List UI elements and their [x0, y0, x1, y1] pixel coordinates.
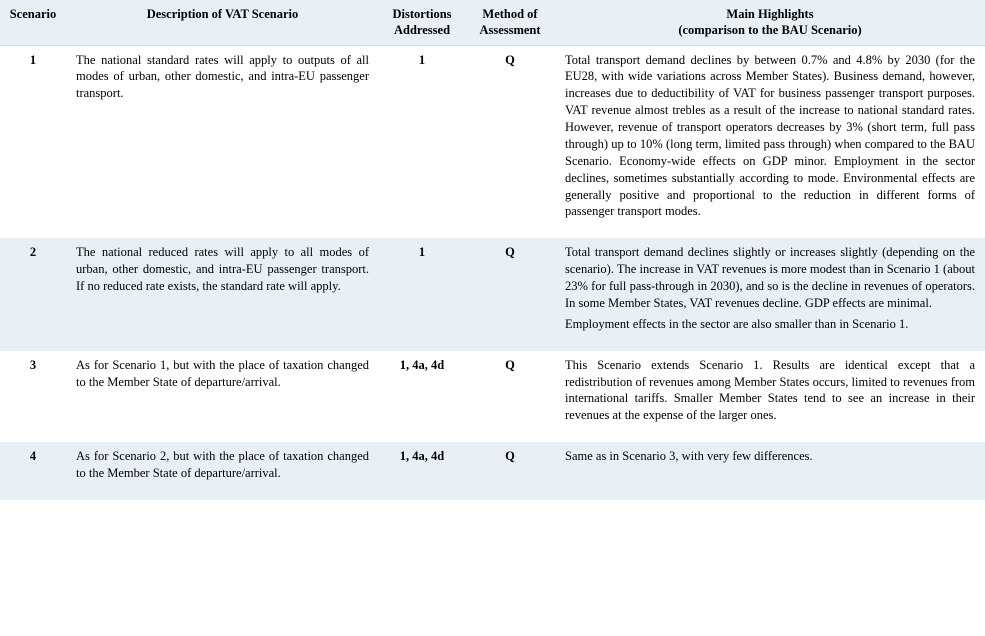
cell-highlights: Total transport demand declines slightly…: [555, 238, 985, 350]
table-row: 1The national standard rates will apply …: [0, 45, 985, 238]
col-header-distortions-l1: Distortions: [392, 7, 451, 21]
cell-scenario: 3: [0, 351, 66, 443]
table-body: 1The national standard rates will apply …: [0, 45, 985, 500]
cell-method: Q: [465, 351, 555, 443]
cell-method: Q: [465, 45, 555, 238]
cell-description: The national standard rates will apply t…: [66, 45, 379, 238]
col-header-method-l1: Method of: [482, 7, 537, 21]
highlight-paragraph: This Scenario extends Scenario 1. Result…: [565, 357, 975, 425]
table-row: 4As for Scenario 2, but with the place o…: [0, 442, 985, 500]
highlight-paragraph: Total transport demand declines by betwe…: [565, 52, 975, 221]
highlight-paragraph: Same as in Scenario 3, with very few dif…: [565, 448, 975, 465]
cell-scenario: 1: [0, 45, 66, 238]
cell-method: Q: [465, 238, 555, 350]
table-row: 2The national reduced rates will apply t…: [0, 238, 985, 350]
cell-highlights: This Scenario extends Scenario 1. Result…: [555, 351, 985, 443]
col-header-distortions-l2: Addressed: [394, 23, 450, 37]
col-header-description: Description of VAT Scenario: [66, 0, 379, 45]
cell-description: As for Scenario 1, but with the place of…: [66, 351, 379, 443]
cell-description: The national reduced rates will apply to…: [66, 238, 379, 350]
cell-distortions: 1, 4a, 4d: [379, 351, 465, 443]
cell-scenario: 2: [0, 238, 66, 350]
cell-scenario: 4: [0, 442, 66, 500]
col-header-distortions: Distortions Addressed: [379, 0, 465, 45]
highlight-paragraph: Employment effects in the sector are als…: [565, 316, 975, 333]
col-header-method: Method of Assessment: [465, 0, 555, 45]
table-row: 3As for Scenario 1, but with the place o…: [0, 351, 985, 443]
cell-distortions: 1: [379, 238, 465, 350]
cell-highlights: Same as in Scenario 3, with very few dif…: [555, 442, 985, 500]
table-header-row: Scenario Description of VAT Scenario Dis…: [0, 0, 985, 45]
highlight-paragraph: Total transport demand declines slightly…: [565, 244, 975, 312]
cell-highlights: Total transport demand declines by betwe…: [555, 45, 985, 238]
col-header-highlights-l1: Main Highlights: [726, 7, 813, 21]
col-header-highlights-l2: (comparison to the BAU Scenario): [678, 23, 861, 37]
vat-scenario-table: Scenario Description of VAT Scenario Dis…: [0, 0, 985, 500]
cell-distortions: 1: [379, 45, 465, 238]
col-header-scenario: Scenario: [0, 0, 66, 45]
cell-distortions: 1, 4a, 4d: [379, 442, 465, 500]
col-header-highlights: Main Highlights (comparison to the BAU S…: [555, 0, 985, 45]
cell-description: As for Scenario 2, but with the place of…: [66, 442, 379, 500]
cell-method: Q: [465, 442, 555, 500]
col-header-method-l2: Assessment: [479, 23, 540, 37]
